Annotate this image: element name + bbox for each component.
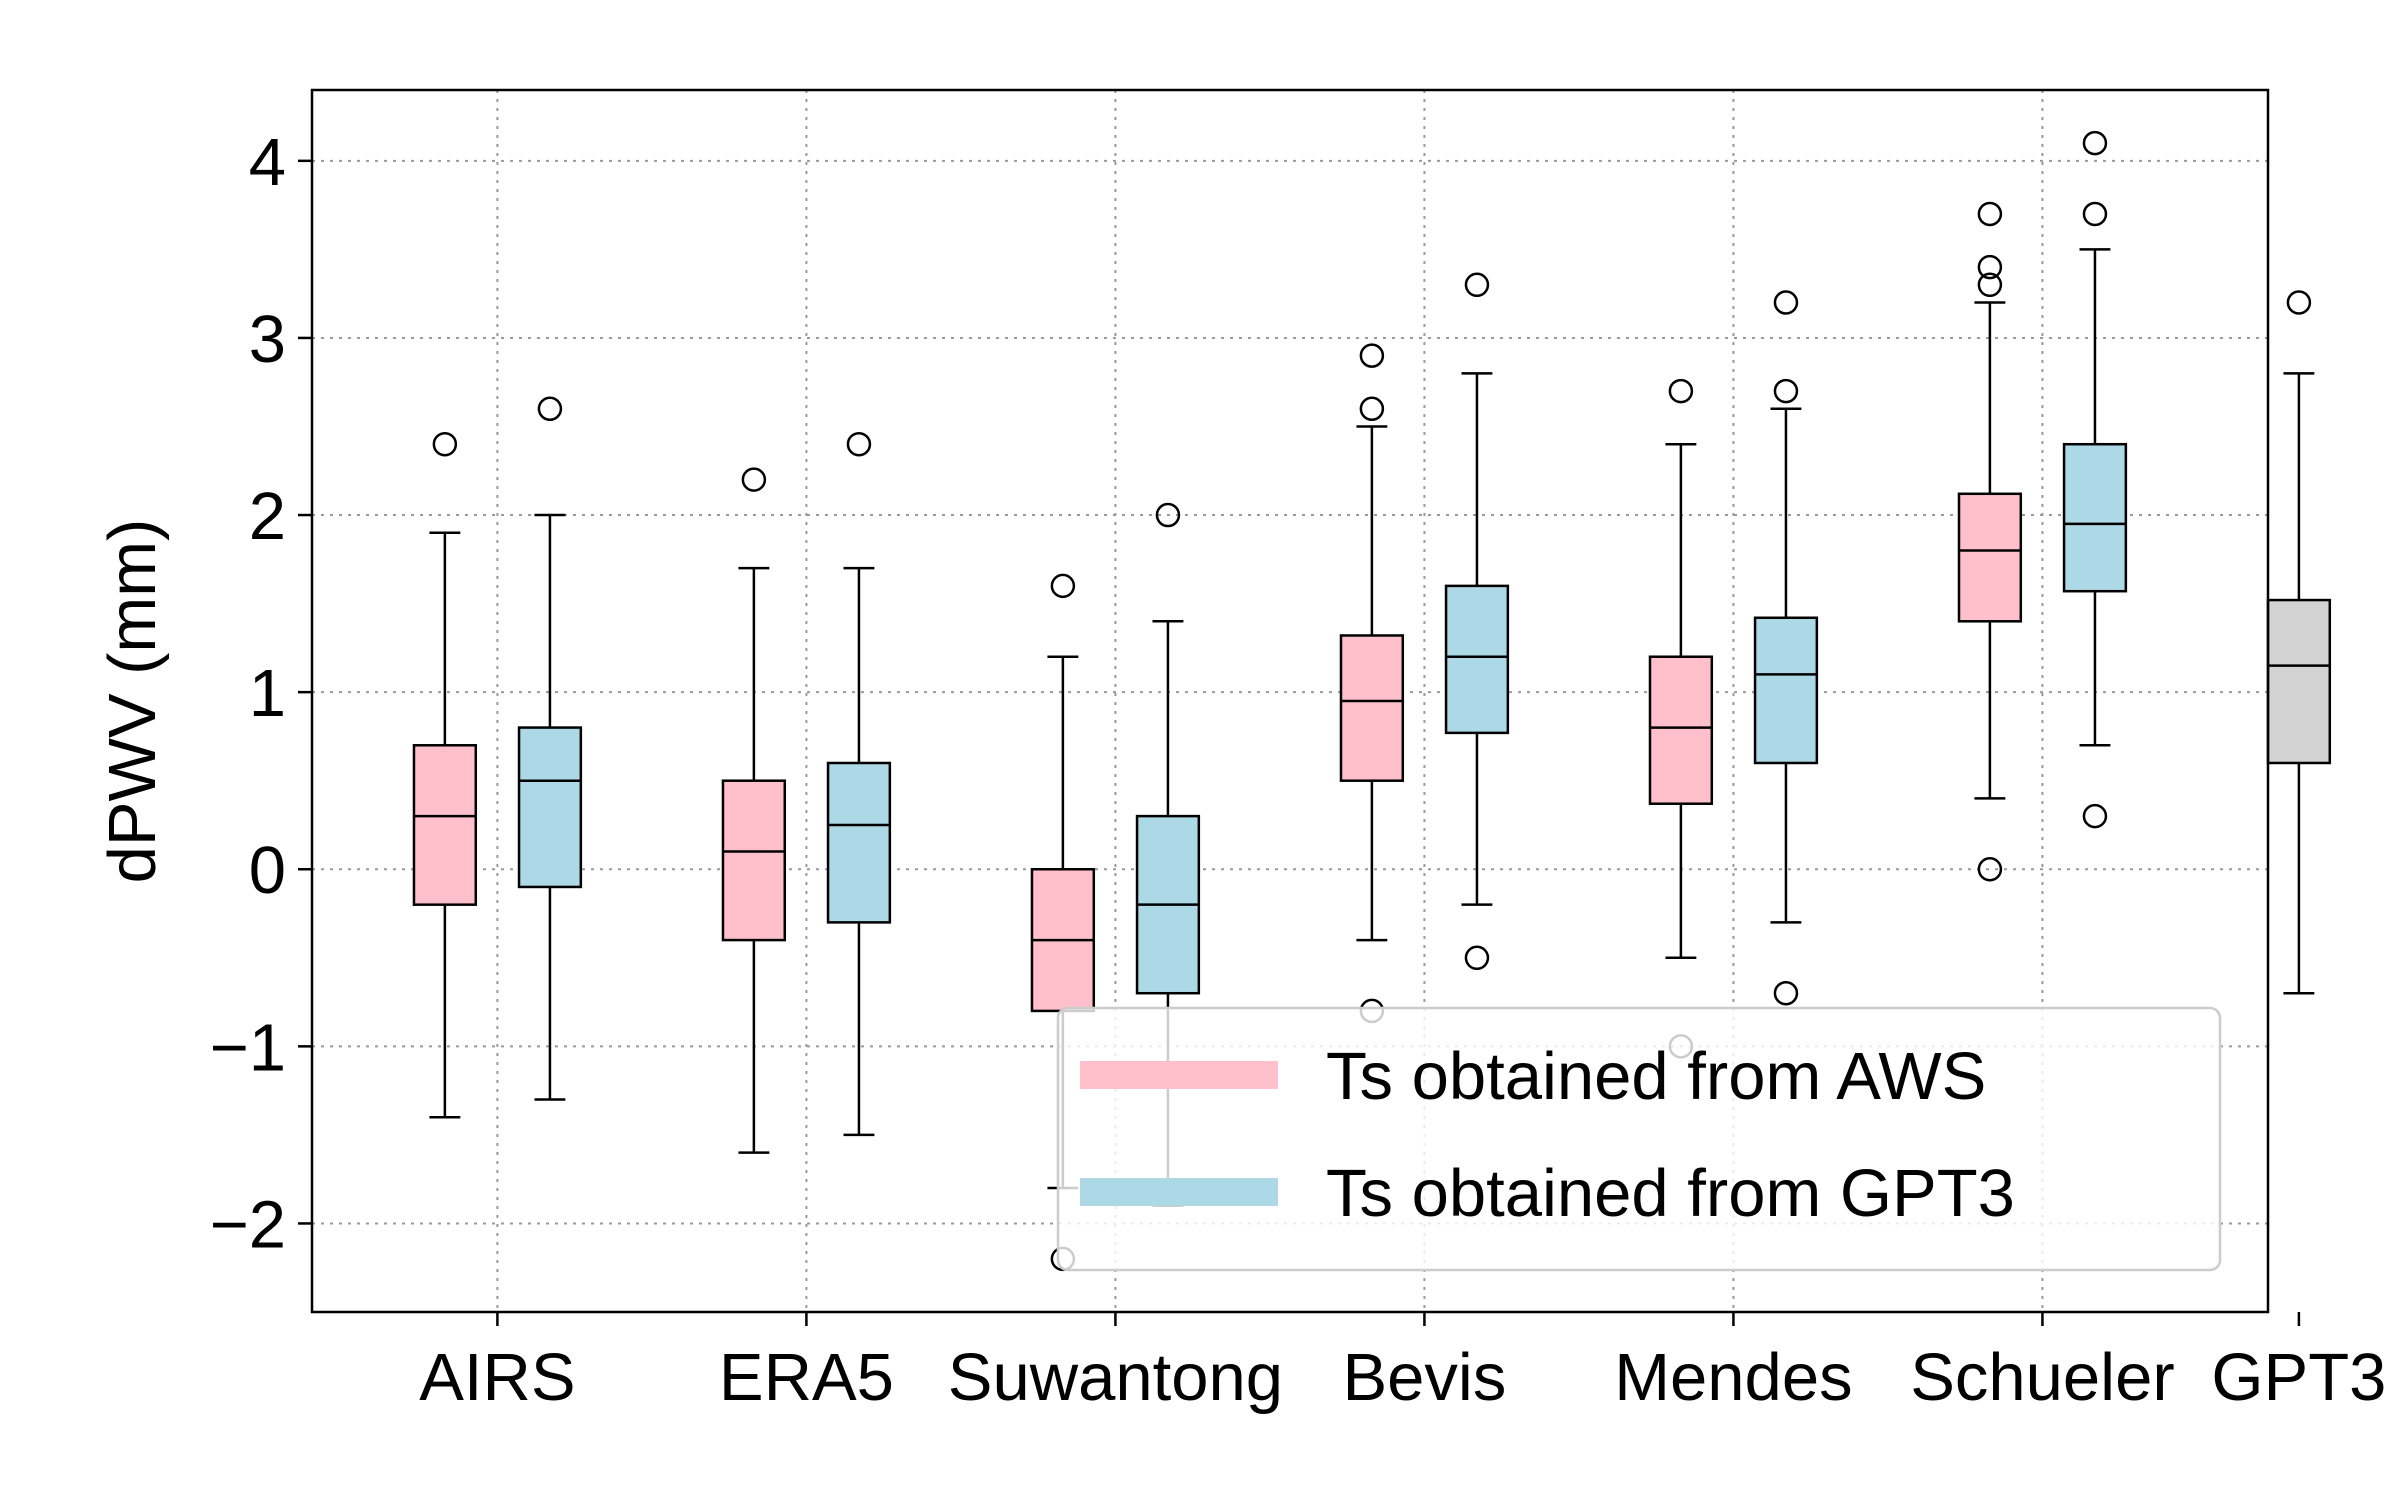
y-tick-label: −2 <box>210 1187 286 1262</box>
x-tick-label: Mendes <box>1614 1340 1852 1415</box>
boxes-layer <box>412 130 2332 1272</box>
box-group <box>1753 290 1819 1006</box>
outlier-point <box>537 396 563 422</box>
box-group <box>2266 290 2332 995</box>
y-tick-label: 2 <box>249 479 286 554</box>
box-iqr <box>1648 655 1714 805</box>
box-group <box>412 431 478 1119</box>
y-tick-label: 4 <box>249 125 286 200</box>
outlier-point <box>2082 201 2108 227</box>
box-iqr <box>826 761 892 924</box>
box-iqr <box>1444 584 1510 735</box>
y-tick-label: 1 <box>249 656 286 731</box>
x-tick-label: GPT3 <box>2211 1340 2386 1415</box>
outlier-point <box>1359 343 1385 368</box>
y-axis-title: dPWV (mm) <box>95 519 170 884</box>
outlier-point <box>1464 272 1490 298</box>
x-tick-label: Schueler <box>1910 1340 2174 1415</box>
box-iqr <box>1957 492 2023 623</box>
box-group <box>1339 343 1405 1024</box>
legend-label: Ts obtained from GPT3 <box>1326 1156 2015 1231</box>
box-group <box>517 396 583 1101</box>
y-tick-label: −1 <box>210 1010 286 1085</box>
outlier-point <box>1773 980 1799 1006</box>
box-iqr <box>1753 616 1819 765</box>
outlier-point <box>1773 290 1799 315</box>
axes-layer: −2 −1 0 1 2 3 4 AIRS ERA5 Suwantong Bevis Mendes Sch… <box>210 125 2387 1415</box>
outlier-point <box>1977 856 2003 882</box>
box-group <box>1957 201 2023 882</box>
outlier-point <box>2286 290 2312 315</box>
legend-swatch <box>1080 1061 1278 1089</box>
legend-box <box>1056 1006 2222 1272</box>
outlier-point <box>741 467 767 492</box>
x-tick-label: AIRS <box>419 1340 575 1415</box>
box-group <box>2062 130 2128 829</box>
box-iqr <box>412 744 478 906</box>
outlier-point <box>1977 272 2003 298</box>
y-tick-label: 0 <box>249 833 286 908</box>
box-group <box>1444 272 1510 971</box>
box-iqr <box>2062 442 2128 593</box>
outlier-point <box>1464 945 1490 971</box>
outlier-point <box>1668 378 1694 404</box>
plot-area-frame <box>310 88 2270 1314</box>
legend-swatch <box>1080 1178 1278 1206</box>
box-group <box>1648 378 1714 1059</box>
outlier-point <box>2082 130 2108 156</box>
outlier-point <box>1773 378 1799 404</box>
outlier-point <box>1977 254 2003 280</box>
box-iqr <box>1339 634 1405 782</box>
outlier-point <box>846 431 872 457</box>
outlier-point <box>1359 396 1385 422</box>
outlier-point <box>1977 201 2003 227</box>
x-tick-label: Bevis <box>1342 1340 1506 1415</box>
legend: Ts obtained from AWS Ts obtained from GPT… <box>1056 1006 2222 1272</box>
box-iqr <box>517 726 583 889</box>
box-iqr <box>2266 598 2332 765</box>
outlier-point <box>432 431 458 457</box>
outlier-point <box>1155 502 1181 528</box>
x-tick-label: ERA5 <box>719 1340 894 1415</box>
legend-label: Ts obtained from AWS <box>1326 1039 1986 1114</box>
box-group <box>826 431 892 1137</box>
y-tick-label: 3 <box>249 302 286 377</box>
outlier-point <box>1050 573 1076 599</box>
x-tick-label: Suwantong <box>948 1340 1283 1415</box>
box-group <box>721 467 787 1154</box>
outlier-point <box>2082 803 2108 829</box>
box-iqr <box>721 779 787 942</box>
